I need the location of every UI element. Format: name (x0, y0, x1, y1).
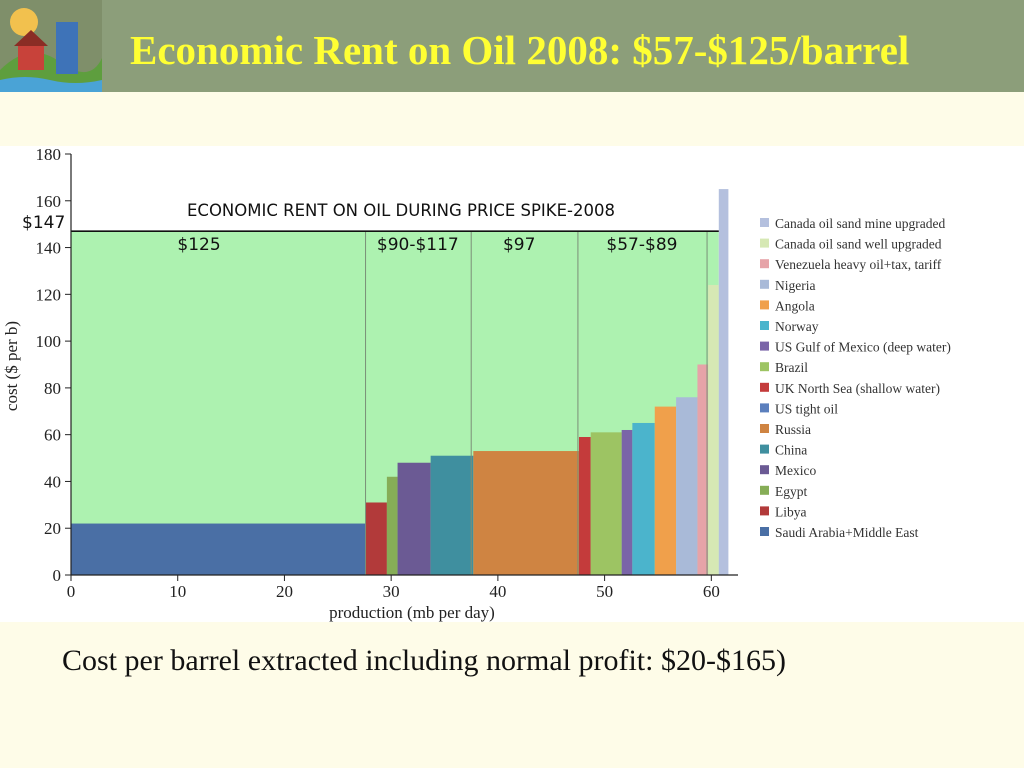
logo-sun (10, 8, 38, 36)
y-tick-label-120: 120 (36, 285, 62, 304)
legend-swatch-10 (760, 424, 769, 433)
slide-title: Economic Rent on Oil 2008: $57-$125/barr… (130, 27, 910, 73)
legend-swatch-8 (760, 382, 769, 392)
legend-label-6: US Gulf of Mexico (deep water) (775, 340, 951, 355)
legend-label-7: Brazil (775, 360, 808, 375)
x-tick-label-40: 40 (489, 582, 506, 601)
x-axis-label: production (mb per day) (329, 603, 495, 622)
rent-label-1: $90-$117 (377, 235, 459, 255)
x-tick-label-30: 30 (383, 582, 400, 601)
logo-water (0, 77, 102, 92)
rent-label-0: $125 (177, 235, 220, 255)
bar-1 (365, 502, 387, 575)
legend-swatch-3 (760, 279, 769, 289)
bar-13 (697, 364, 709, 575)
y-tick-label-60: 60 (44, 426, 61, 445)
rent-label-2: $97 (503, 235, 535, 255)
legend-label-9: US tight oil (775, 401, 838, 416)
x-tick-label-10: 10 (169, 582, 186, 601)
legend-swatch-5 (760, 321, 769, 330)
price-line-label: $147 (22, 213, 65, 233)
bar-3 (397, 462, 431, 575)
bar-12 (676, 397, 698, 575)
legend-label-14: Libya (775, 504, 807, 519)
x-tick-label-50: 50 (596, 582, 613, 601)
legend-swatch-15 (760, 527, 769, 536)
legend-label-3: Nigeria (775, 278, 815, 293)
legend-label-8: UK North Sea (shallow water) (775, 381, 940, 396)
y-tick-label-80: 80 (44, 379, 61, 398)
legend-label-10: Russia (775, 422, 811, 437)
legend-swatch-4 (760, 300, 769, 310)
legend-swatch-7 (760, 362, 769, 372)
legend-swatch-0 (760, 218, 769, 227)
y-tick-label-140: 140 (36, 239, 62, 258)
legend-swatch-1 (760, 238, 769, 248)
logo-building (56, 22, 78, 74)
chart-title: ECONOMIC RENT ON OIL DURING PRICE SPIKE-… (187, 201, 615, 220)
bar-14 (708, 284, 719, 575)
legend-label-2: Venezuela heavy oil+tax, tariff (775, 257, 942, 272)
y-tick-label-160: 160 (36, 192, 62, 211)
bar-15 (718, 189, 729, 576)
bar-0 (71, 523, 366, 575)
x-tick-label-0: 0 (67, 582, 76, 601)
x-tick-label-20: 20 (276, 582, 293, 601)
legend-label-0: Canada oil sand mine upgraded (775, 216, 945, 231)
bar-5 (473, 451, 579, 575)
slide-header: Economic Rent on Oil 2008: $57-$125/barr… (0, 0, 1024, 92)
bar-11 (654, 406, 677, 575)
oil-cost-chart: $147 ECONOMIC RENT ON OIL DURING PRICE SP… (2, 146, 951, 622)
y-tick-label-100: 100 (36, 332, 62, 351)
logo-roof (14, 30, 48, 46)
bar-2 (386, 476, 398, 575)
logo (0, 0, 102, 92)
y-axis-label: cost ($ per b) (2, 321, 21, 411)
chart-panel: $147 ECONOMIC RENT ON OIL DURING PRICE SP… (0, 146, 1024, 622)
legend-label-15: Saudi Arabia+Middle East (775, 525, 919, 540)
y-tick-label-180: 180 (36, 146, 62, 164)
y-tick-label-20: 20 (44, 519, 61, 538)
y-tick-label-0: 0 (53, 566, 62, 585)
bar-9 (621, 429, 633, 575)
legend-swatch-13 (760, 485, 769, 495)
legend-label-13: Egypt (775, 484, 807, 499)
legend-swatch-14 (760, 506, 769, 516)
legend-swatch-11 (760, 444, 769, 454)
legend-swatch-12 (760, 465, 769, 475)
logo-house (18, 44, 44, 70)
y-tick-label-40: 40 (44, 472, 61, 491)
legend-swatch-6 (760, 341, 769, 351)
legend-swatch-9 (760, 403, 769, 413)
legend-label-11: China (775, 443, 807, 458)
x-tick-label-60: 60 (703, 582, 720, 601)
slide-caption: Cost per barrel extracted including norm… (62, 644, 786, 677)
bar-4 (430, 455, 474, 575)
legend-swatch-2 (760, 259, 769, 269)
legend-label-4: Angola (775, 298, 815, 313)
legend-label-12: Mexico (775, 463, 816, 478)
rent-label-3: $57-$89 (606, 235, 677, 255)
bar-7 (578, 437, 591, 575)
legend-label-1: Canada oil sand well upgraded (775, 237, 942, 252)
bar-8 (590, 432, 622, 575)
bar-10 (632, 422, 655, 575)
legend-label-5: Norway (775, 319, 819, 334)
